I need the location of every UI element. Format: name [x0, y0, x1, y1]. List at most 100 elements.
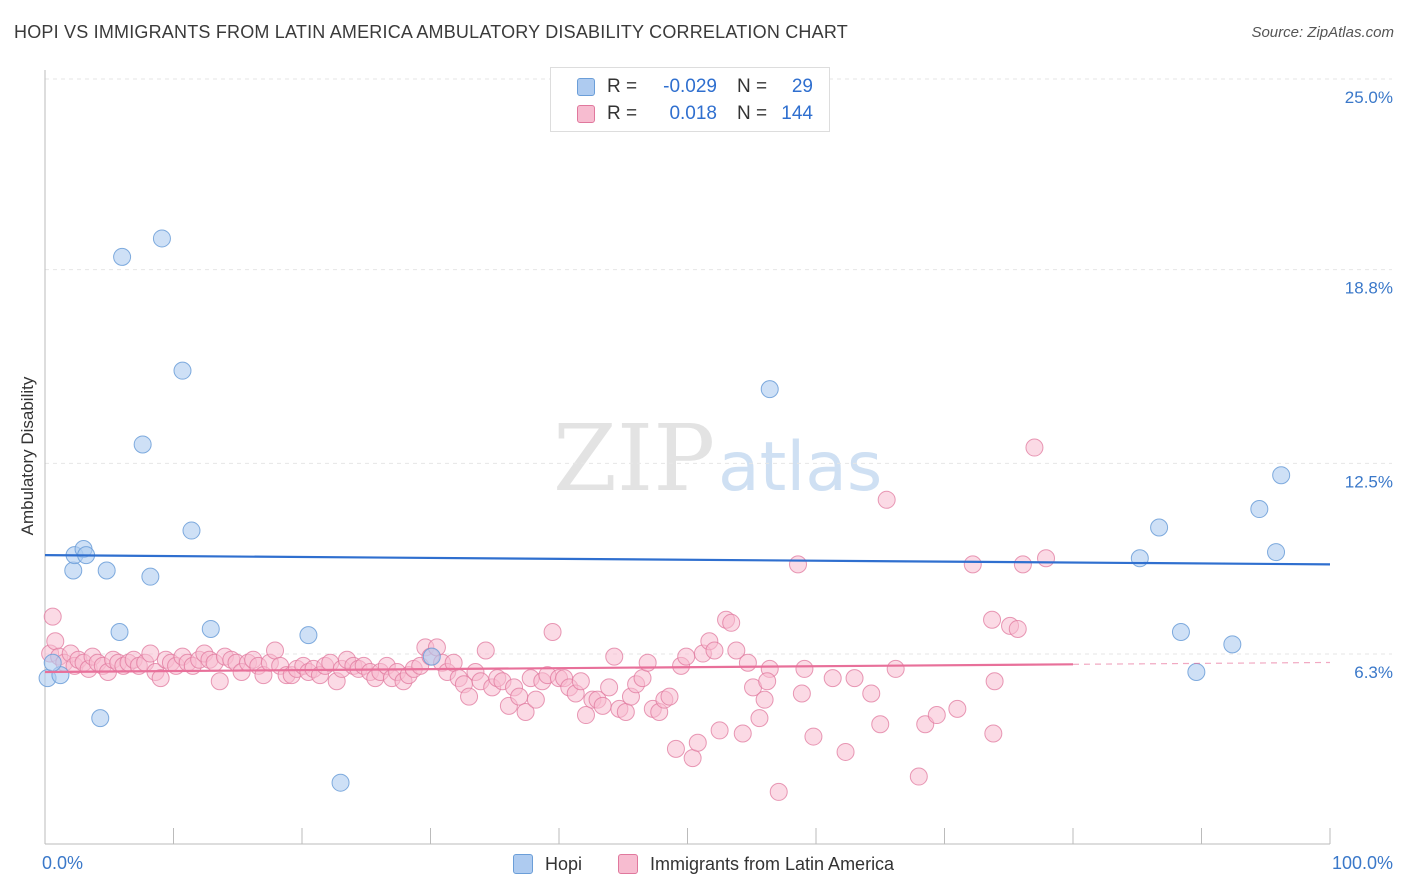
- hopi-point: [760, 380, 779, 399]
- legend-swatch-hopi: [513, 854, 533, 874]
- hopi-point: [1267, 543, 1286, 562]
- latin-point: [526, 690, 545, 709]
- latin-point: [862, 684, 881, 703]
- watermark-atlas: atlas: [718, 428, 882, 507]
- latin-point: [750, 709, 769, 728]
- legend-n-value: 29: [791, 76, 813, 97]
- latin-point: [576, 706, 595, 725]
- latin-point: [789, 555, 808, 574]
- latin-point: [795, 659, 814, 678]
- latin-point: [804, 727, 823, 746]
- hopi-point: [141, 567, 160, 586]
- y-tick-label: 12.5%: [1345, 472, 1393, 491]
- x-tick-label: 100.0%: [1332, 853, 1393, 873]
- legend-item-latin: Immigrants from Latin America: [618, 851, 894, 877]
- legend-n-value: 144: [781, 103, 813, 124]
- legend-n-label: N =: [737, 76, 768, 97]
- latin-point: [683, 749, 702, 768]
- latin-point: [871, 715, 890, 734]
- hopi-point: [43, 653, 62, 672]
- legend-item-hopi: Hopi: [513, 851, 582, 877]
- hopi-point: [91, 709, 110, 728]
- latin-point: [722, 613, 741, 632]
- hopi-point: [1130, 549, 1149, 568]
- latin-point: [845, 669, 864, 688]
- hopi-trend-line: [44, 554, 1331, 566]
- latin-point: [733, 724, 752, 743]
- latin-point: [516, 702, 535, 721]
- latin-point: [593, 696, 612, 715]
- latin-point: [151, 669, 170, 688]
- legend-swatch-latin: [577, 105, 595, 123]
- latin-point: [677, 647, 696, 666]
- correlation-legend: R = -0.029 N = 29 R = 0.018 N = 144: [550, 67, 830, 132]
- legend-r-label: R =: [607, 103, 638, 124]
- latin-point: [710, 721, 729, 740]
- legend-r-label: R =: [607, 76, 638, 97]
- hopi-point: [422, 647, 441, 666]
- latin-point: [605, 647, 624, 666]
- latin-point: [43, 607, 62, 626]
- latin-point: [141, 644, 160, 663]
- latin-point: [705, 641, 724, 660]
- legend-label-latin: Immigrants from Latin America: [650, 853, 895, 874]
- latin-point: [510, 687, 529, 706]
- hopi-point: [97, 561, 116, 580]
- latin-point: [948, 699, 967, 718]
- latin-point: [210, 672, 229, 691]
- latin-point: [616, 702, 635, 721]
- hopi-point: [331, 773, 350, 792]
- latin-point: [792, 684, 811, 703]
- hopi-point: [201, 619, 220, 638]
- latin-point: [266, 641, 285, 660]
- latin-point: [758, 672, 777, 691]
- latin-point: [600, 678, 619, 697]
- latin-point: [983, 610, 1002, 629]
- latin-point: [46, 632, 65, 651]
- latin-point: [1008, 619, 1027, 638]
- latin-point: [460, 687, 479, 706]
- latin-point: [963, 555, 982, 574]
- hopi-point: [64, 561, 83, 580]
- y-tick-label: 6.3%: [1354, 663, 1393, 682]
- y-tick-label: 18.8%: [1345, 279, 1393, 298]
- legend-r-value: -0.029: [663, 76, 717, 97]
- latin-point: [666, 739, 685, 758]
- series-legend: Hopi Immigrants from Latin America: [0, 851, 1406, 877]
- latin-point: [984, 724, 1003, 743]
- hopi-point: [173, 361, 192, 380]
- hopi-point: [299, 626, 318, 645]
- latin-point: [660, 687, 679, 706]
- legend-label-hopi: Hopi: [545, 853, 583, 874]
- hopi-point: [1250, 500, 1269, 519]
- chart-title: HOPI VS IMMIGRANTS FROM LATIN AMERICA AM…: [14, 22, 848, 42]
- latin-point: [1013, 555, 1032, 574]
- latin-point: [877, 490, 896, 509]
- latin-point: [836, 742, 855, 761]
- watermark-zip: ZIP: [553, 405, 715, 512]
- hopi-point: [1187, 663, 1206, 681]
- legend-n-label: N =: [737, 103, 768, 124]
- hopi-point: [133, 435, 152, 454]
- latin-point: [1025, 438, 1044, 457]
- legend-swatch-latin: [618, 854, 638, 874]
- latin-point: [927, 706, 946, 725]
- hopi-point: [1272, 466, 1291, 485]
- x-tick-label: 0.0%: [42, 853, 83, 873]
- hopi-point: [1171, 623, 1190, 642]
- latin-trend-extension: [1072, 661, 1331, 665]
- hopi-point: [113, 247, 132, 266]
- legend-row-hopi: R = -0.029 N = 29: [551, 74, 813, 100]
- legend-row-latin: R = 0.018 N = 144: [551, 101, 813, 127]
- latin-point: [909, 767, 928, 786]
- hopi-point: [182, 521, 201, 540]
- latin-point: [688, 733, 707, 752]
- latin-point: [769, 782, 788, 801]
- y-tick-label: 25.0%: [1345, 88, 1393, 107]
- latin-point: [985, 672, 1004, 691]
- latin-point: [633, 669, 652, 688]
- legend-swatch-hopi: [577, 78, 595, 96]
- hopi-point: [152, 229, 171, 248]
- latin-point: [886, 659, 905, 678]
